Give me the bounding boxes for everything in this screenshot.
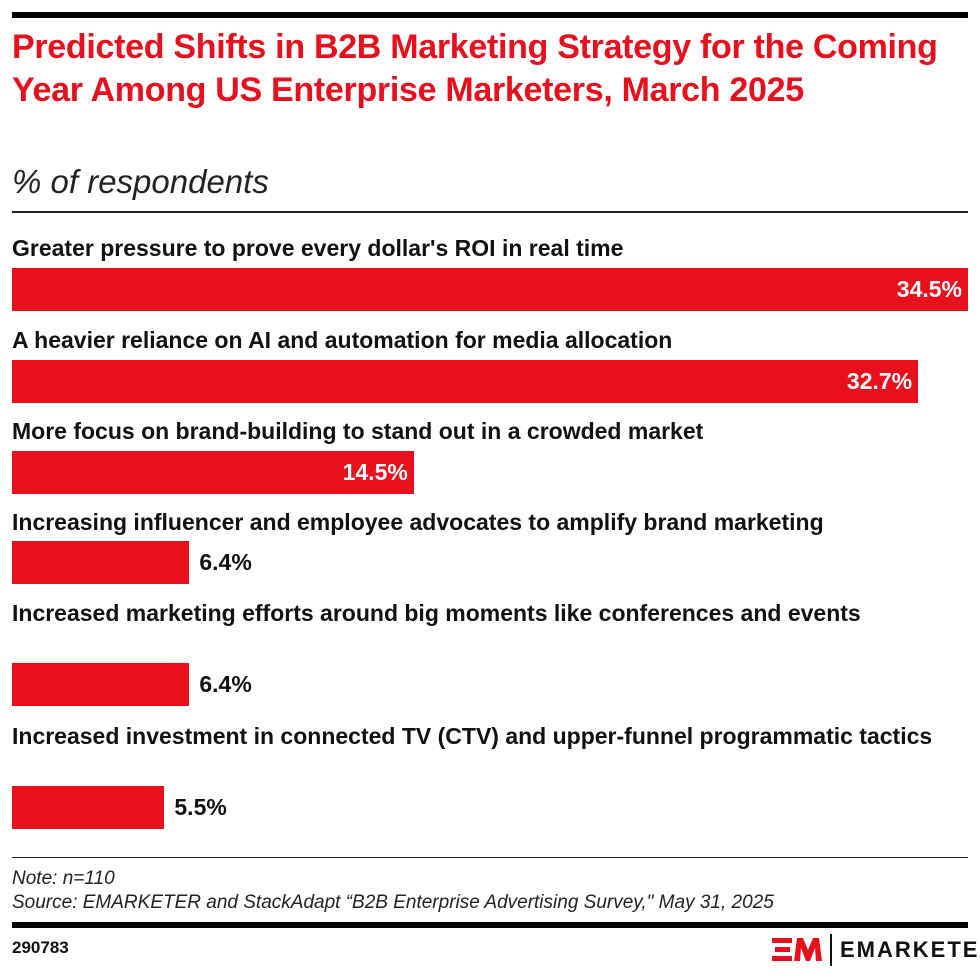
category-label: A heavier reliance on AI and automation … [12,327,673,353]
emarketer-logo: EMARKETER [772,934,980,966]
category-label: Increased marketing efforts around big m… [12,600,861,626]
divider [12,211,968,213]
value-label: 5.5% [174,794,227,820]
divider [12,857,968,858]
value-label: 14.5% [342,459,408,485]
category-label: Greater pressure to prove every dollar's… [12,235,624,261]
bar [12,663,190,706]
em-logo-mark-icon [772,938,822,961]
bar [12,541,190,584]
bar [12,360,919,403]
bottom-bar [12,922,968,928]
value-label: 32.7% [846,368,913,394]
value-label: 34.5% [896,276,962,302]
note: Note: n=110 [12,868,115,889]
category-label: More focus on brand-building to stand ou… [12,418,704,444]
top-bar [12,12,968,18]
bar [12,451,414,494]
bar [12,786,165,829]
chart-id: 290783 [12,938,69,957]
chart-subtitle: % of respondents [12,163,269,200]
category-label: Increased investment in connected TV (CT… [12,723,933,749]
logo-separator [830,934,832,966]
value-label: 6.4% [199,549,252,575]
chart-title: Predicted Shifts in B2B Marketing Strate… [12,28,938,109]
source: Source: EMARKETER and StackAdapt “B2B En… [12,892,774,913]
logo-wordmark: EMARKETER [840,937,980,962]
bar [12,268,968,311]
category-label: Increasing influencer and employee advoc… [12,509,824,535]
value-label: 6.4% [199,671,252,697]
